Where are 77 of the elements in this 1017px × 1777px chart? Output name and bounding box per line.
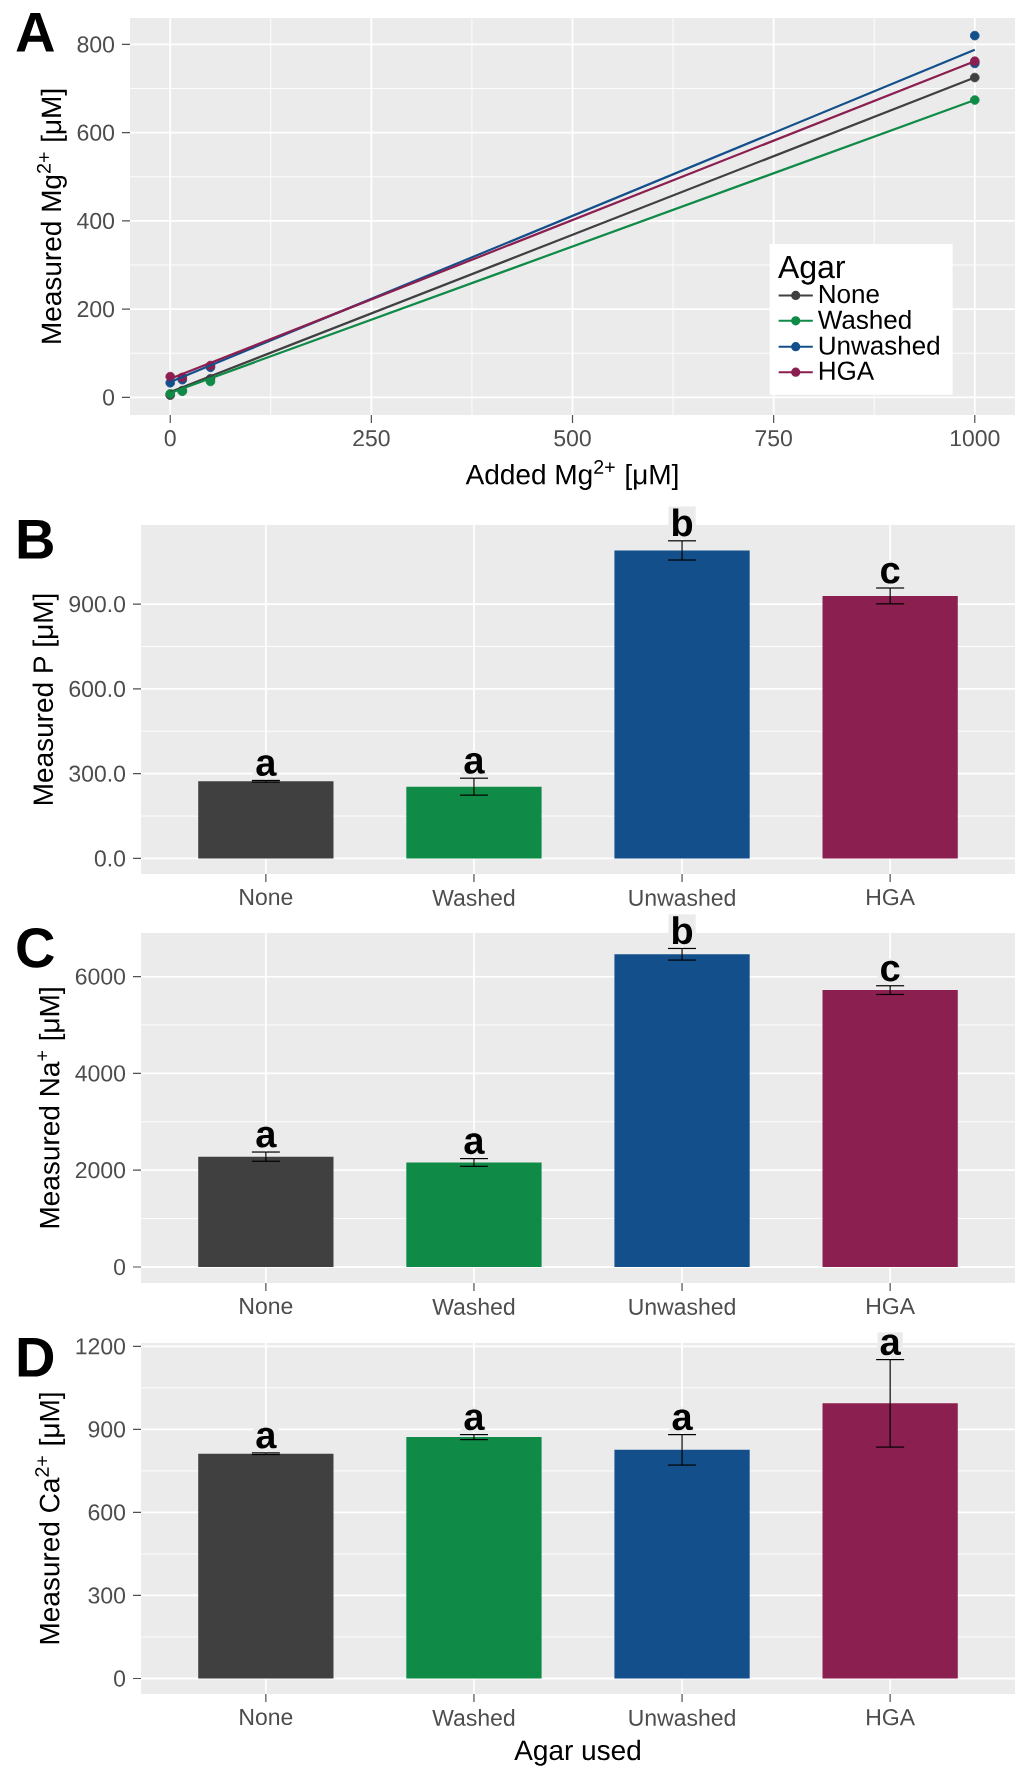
y-tick-label: 300: [88, 1587, 126, 1604]
y-tick-label: 6000: [75, 968, 126, 985]
annotation: c: [881, 960, 900, 982]
bar: [822, 595, 958, 859]
bar: [822, 1403, 958, 1679]
legend-label: Washed: [817, 309, 911, 329]
y-tick-label: 600.0: [69, 680, 126, 698]
x-tick-label: HGA: [867, 1298, 915, 1315]
point: [969, 95, 980, 105]
y-tick-label: 200: [77, 300, 115, 318]
annotation: b: [672, 916, 693, 945]
x-tick-label: None: [240, 889, 293, 906]
bar: [406, 1437, 542, 1679]
y-tick-label: 0: [114, 1258, 126, 1276]
legend-label: None: [819, 285, 879, 304]
y-tick-label: 900.0: [69, 595, 126, 613]
point: [969, 30, 980, 41]
y-axis-title: Measured Mg$^{2+}$ [μM]: [36, 89, 67, 343]
x-tick-label: Washed: [432, 1709, 515, 1726]
x-tick-label: 750: [755, 430, 792, 447]
y-axis-title: Measured Na$^{+}$ [μM]: [37, 988, 66, 1228]
chart-title: D: [18, 1338, 54, 1377]
x-tick-label: 250: [353, 430, 390, 447]
y-axis-title: Measured Ca$^{2+}$ [μM]: [35, 1393, 66, 1644]
bar: [198, 1453, 334, 1679]
x-tick-label: Unwashed: [629, 1709, 735, 1726]
chart-title: A: [16, 13, 55, 52]
bar: [614, 1449, 750, 1679]
annotation: b: [672, 508, 693, 537]
x-tick-label: 0: [164, 430, 176, 447]
x-tick-label: Washed: [432, 1298, 515, 1315]
x-tick-label: 1000: [950, 430, 1000, 447]
chart-title: C: [17, 928, 54, 968]
x-axis-title: Agar used: [514, 1739, 640, 1766]
bar: [614, 954, 750, 1268]
legend-label: HGA: [819, 361, 875, 380]
y-tick-label: 900: [88, 1421, 126, 1438]
y-tick-label: 300.0: [69, 765, 126, 782]
x-axis-title: Added Mg$^{2+}$ [μM]: [465, 460, 678, 490]
bar: [406, 786, 542, 859]
annotation: a: [256, 1126, 277, 1148]
x-tick-label: HGA: [867, 1709, 915, 1726]
y-tick-label: 0: [114, 1670, 126, 1687]
annotation: a: [672, 1409, 693, 1431]
bar: [198, 1156, 334, 1268]
x-tick-label: HGA: [867, 889, 915, 906]
annotation: c: [881, 562, 900, 584]
annotation: a: [256, 755, 277, 777]
annotation: a: [880, 1334, 901, 1356]
bar: [406, 1162, 542, 1268]
annotation: a: [464, 752, 485, 774]
annotation: a: [464, 1409, 485, 1431]
bar: [822, 990, 958, 1268]
point: [969, 72, 980, 83]
annotation: a: [256, 1427, 277, 1449]
y-tick-label: 0: [103, 389, 115, 406]
legend-label: Unwashed: [819, 335, 939, 355]
x-tick-label: 500: [554, 430, 591, 447]
annotation: a: [464, 1133, 485, 1155]
x-tick-label: Unwashed: [629, 889, 735, 906]
y-tick-label: 4000: [75, 1065, 126, 1082]
bar: [198, 781, 334, 859]
x-tick-label: Washed: [432, 889, 515, 906]
y-tick-label: 2000: [75, 1162, 126, 1179]
y-tick-label: 400: [77, 212, 115, 230]
y-tick-label: 1200: [76, 1338, 126, 1355]
chart-title: B: [18, 520, 53, 559]
x-tick-label: None: [240, 1709, 293, 1726]
y-tick-label: 800: [77, 36, 115, 53]
bar: [614, 550, 750, 859]
x-tick-label: None: [240, 1298, 293, 1315]
y-tick-label: 600: [77, 124, 115, 141]
y-tick-label: 600: [88, 1504, 126, 1521]
legend-title: Agar: [778, 255, 846, 285]
y-axis-title: Measured P [μM]: [32, 594, 59, 805]
y-tick-label: 0.0: [94, 850, 126, 867]
x-tick-label: Unwashed: [629, 1298, 735, 1315]
